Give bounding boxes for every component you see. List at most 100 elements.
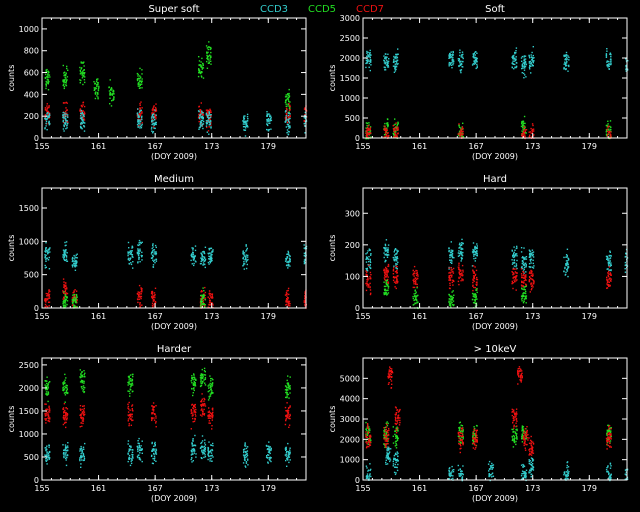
data-point	[471, 51, 478, 70]
series-ccd5	[365, 115, 612, 140]
chart-title: > 10keV	[474, 344, 517, 355]
series-ccd7	[365, 262, 612, 296]
y-axis: 0 500 1000 1500 2000 2500 3000 counts	[328, 14, 627, 143]
data-point	[207, 247, 214, 265]
data-point	[136, 437, 143, 463]
series-ccd3	[365, 446, 629, 482]
data-point	[517, 366, 523, 385]
x-tick-label: 173	[204, 142, 219, 151]
y-tick-label: 200	[345, 241, 360, 250]
x-tick-label: 167	[148, 142, 163, 151]
data-point	[205, 41, 212, 69]
data-point	[197, 56, 205, 79]
data-point	[62, 64, 69, 90]
y-axis: 0 1000 2000 3000 4000 5000 counts	[328, 374, 627, 485]
x-tick-label: 161	[412, 484, 427, 493]
data-point	[284, 250, 291, 269]
y-tick-label: 800	[24, 47, 39, 56]
chart-title: Harder	[157, 344, 192, 355]
y-tick-label: 1000	[19, 430, 39, 439]
y-tick-label: 2500	[19, 361, 39, 370]
data-point	[62, 111, 69, 132]
data-point	[448, 290, 455, 308]
y-tick-label: 3000	[340, 14, 360, 23]
data-point	[205, 111, 212, 135]
data-point	[528, 46, 535, 74]
y-tick-label: 0	[355, 476, 360, 485]
data-point	[136, 239, 143, 264]
series-ccd3	[365, 46, 629, 79]
data-point	[385, 446, 392, 465]
data-point	[150, 109, 157, 134]
y-tick-label: 0	[34, 476, 39, 485]
y-axis-label: counts	[328, 406, 337, 433]
data-point	[472, 428, 479, 450]
data-point	[242, 113, 249, 137]
data-point	[563, 461, 570, 481]
chart-title: Hard	[483, 174, 507, 185]
data-point	[199, 435, 207, 460]
x-tick-label: 167	[148, 312, 163, 321]
data-point	[79, 405, 86, 428]
data-point	[199, 246, 207, 269]
data-point	[387, 366, 394, 389]
data-point	[511, 47, 518, 70]
data-point	[511, 245, 518, 270]
y-tick-label: 500	[24, 453, 39, 462]
legend-ccd3: CCD3	[260, 4, 288, 15]
y-axis-label: counts	[7, 65, 16, 92]
data-point	[44, 376, 51, 403]
data-point	[303, 111, 308, 134]
y-tick-label: 3000	[340, 415, 360, 424]
legend-ccd7: CCD7	[356, 4, 384, 15]
x-tick-label: 173	[525, 142, 540, 151]
data-point	[448, 50, 455, 69]
y-tick-label: 1500	[340, 74, 360, 83]
y-axis-label: counts	[328, 235, 337, 262]
x-tick-label: 167	[469, 312, 484, 321]
data-point	[457, 262, 464, 286]
data-point	[606, 266, 612, 289]
y-tick-label: 2000	[340, 435, 360, 444]
data-point	[284, 110, 291, 136]
series-ccd7	[365, 366, 612, 456]
x-axis-label: (DOY 2009)	[472, 152, 518, 161]
data-point	[528, 457, 535, 478]
x-tick-label: 179	[261, 484, 276, 493]
data-point	[242, 442, 249, 468]
series-ccd3	[44, 239, 308, 271]
x-axis-label: (DOY 2009)	[151, 494, 197, 503]
data-point	[127, 373, 134, 397]
y-axis: 0 500 1000 1500 2000 2500 counts	[7, 361, 306, 485]
y-tick-label: 1500	[19, 204, 39, 213]
data-point	[207, 407, 214, 430]
data-point	[448, 465, 455, 481]
data-point	[383, 279, 390, 296]
x-axis: 155 161 167 173 179 (DOY 2009)	[34, 188, 307, 331]
plot-frame	[41, 187, 307, 309]
data-point	[71, 253, 78, 271]
data-point	[199, 287, 206, 309]
data-point	[392, 451, 399, 476]
data-point	[199, 367, 207, 388]
x-axis-label: (DOY 2009)	[151, 322, 197, 331]
data-point	[284, 442, 291, 467]
y-tick-label: 2500	[340, 34, 360, 43]
chart-panel-2: Soft 155 161 167 173 179 (DOY 2009) 0 500 1000 150…	[328, 4, 629, 161]
data-point	[471, 242, 478, 267]
data-point	[383, 423, 390, 450]
data-point	[284, 287, 291, 310]
chart-panel-1: Super soft 155 161 167 173 179 (DOY 2009) 0 200 4…	[7, 4, 308, 161]
x-tick-label: 167	[148, 484, 163, 493]
data-point	[605, 48, 612, 70]
data-point	[127, 440, 134, 467]
series-ccd3	[44, 108, 308, 137]
data-point	[365, 423, 372, 449]
data-point	[520, 247, 528, 274]
legend: CCD3 CCD5 CCD7	[260, 4, 384, 15]
x-tick-label: 155	[355, 142, 370, 151]
y-tick-label: 4000	[340, 395, 360, 404]
x-axis-label: (DOY 2009)	[151, 152, 197, 161]
